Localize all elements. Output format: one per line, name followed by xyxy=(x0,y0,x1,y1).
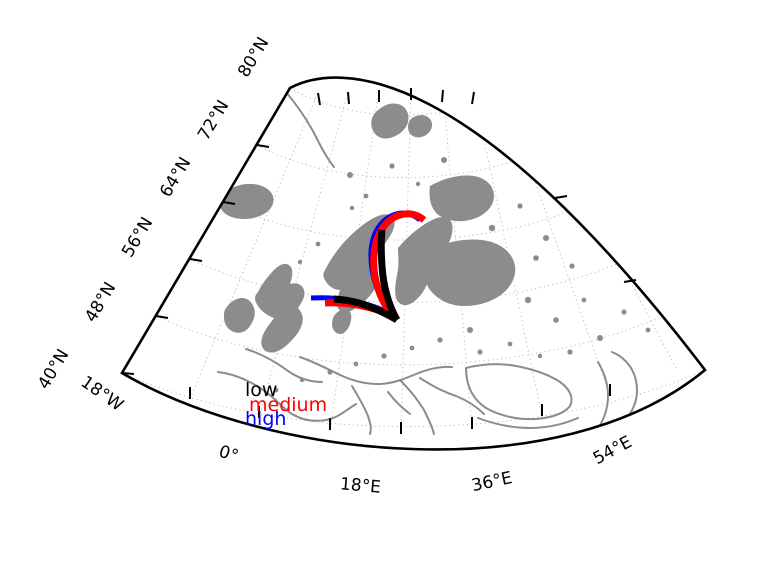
lat-label-64: 64°N xyxy=(156,154,195,201)
axis-ticks xyxy=(121,88,637,434)
lat-label-80: 80°N xyxy=(234,34,273,81)
trajectory-low-arc xyxy=(377,229,401,322)
lon-label-0: 0° xyxy=(216,442,241,467)
trajectory-group xyxy=(310,210,427,323)
legend-label-high: high xyxy=(245,408,286,430)
legend-label-low: low xyxy=(245,379,277,401)
lon-label-18e: 18°E xyxy=(339,474,381,497)
map-border xyxy=(120,76,707,451)
lon-label-54e: 54°E xyxy=(590,432,635,469)
lat-label-56: 56°N xyxy=(118,214,157,261)
lon-label-36e: 36°E xyxy=(470,468,514,496)
lat-label-40: 40°N xyxy=(34,346,73,393)
lat-label-48: 48°N xyxy=(81,279,120,326)
lat-label-72: 72°N xyxy=(194,97,233,144)
legend: low medium high xyxy=(245,379,327,430)
coastlines xyxy=(154,91,673,447)
legend-label-medium: medium xyxy=(249,394,327,416)
lon-label-18w: 18°W xyxy=(77,372,127,415)
